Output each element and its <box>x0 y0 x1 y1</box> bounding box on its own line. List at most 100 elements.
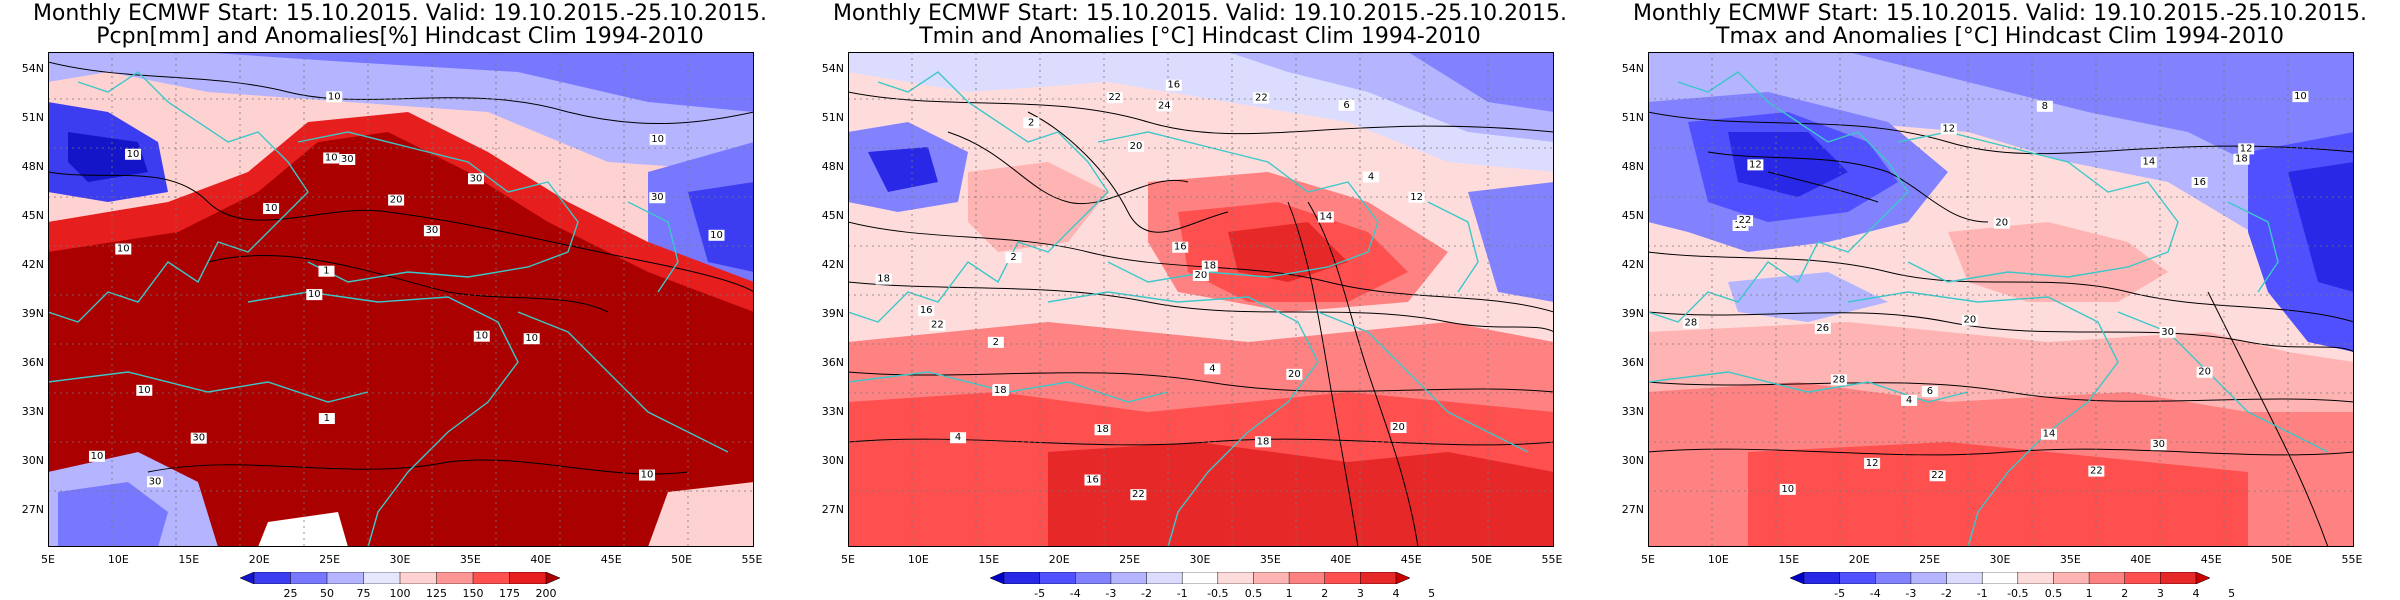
colorbar-segment <box>2017 572 2055 584</box>
longitude-label: 25E <box>319 553 341 566</box>
latitude-label: 54N <box>21 62 44 75</box>
contour-label: 18 <box>877 274 890 285</box>
longitude-label: 10E <box>107 553 129 566</box>
contour-label: 10 <box>710 230 723 241</box>
latitude-label: 42N <box>821 258 844 271</box>
colorbar-segment <box>1839 572 1877 584</box>
tmax-map: 4681012121012141612141820222226283030162… <box>1648 52 2354 547</box>
contour-label: 28 <box>1833 374 1846 385</box>
panel-title-line1: Monthly ECMWF Start: 15.10.2015. Valid: … <box>1632 1 2368 26</box>
contour-label: 22 <box>2090 466 2103 477</box>
longitude-label: 50E <box>2271 553 2293 566</box>
contour-label: 18 <box>1257 436 1270 447</box>
panel-title-line1: Monthly ECMWF Start: 15.10.2015. Valid: … <box>832 1 1568 26</box>
colorbar-segment <box>1075 572 1112 584</box>
latitude-label: 45N <box>1621 209 1644 222</box>
longitude-label: 30E <box>1189 553 1211 566</box>
longitude-label: 40E <box>1330 553 1352 566</box>
latitude-label: 33N <box>21 405 44 418</box>
colorbar-tick-label: 3 <box>1356 587 1364 600</box>
contour-label: 4 <box>955 432 961 443</box>
contour-label: 30 <box>426 225 439 236</box>
contour-label: 8 <box>2042 101 2048 112</box>
contour-label: 14 <box>2142 157 2155 168</box>
contour-label: 12 <box>1866 458 1879 469</box>
latitude-label: 39N <box>821 307 844 320</box>
contour-label: 10 <box>308 289 321 300</box>
contour-label: 30 <box>470 173 483 184</box>
colorbar-tick-label: 5 <box>1428 587 1436 600</box>
latitude-label: 42N <box>21 258 44 271</box>
colorbar-segment <box>1875 572 1912 584</box>
colorbar-segment <box>253 572 292 584</box>
contour-label: 4 <box>1209 363 1215 374</box>
contour-label: 12 <box>1749 159 1762 170</box>
colorbar-tick-label: 4 <box>2192 587 2200 600</box>
colorbar-tick-label: -2 <box>1941 587 1953 600</box>
contour-label: 10 <box>475 331 488 342</box>
panel-title-line2: Pcpn[mm] and Anomalies[%] Hindcast Clim … <box>96 24 704 49</box>
contour-label: 22 <box>1132 489 1145 500</box>
contour-label: 30 <box>149 476 162 487</box>
contour-label: 16 <box>1174 242 1187 253</box>
contour-label: 10 <box>1781 484 1794 495</box>
contour-label: 14 <box>1319 211 1332 222</box>
contour-label: 16 <box>1086 475 1099 486</box>
longitude-label: 55E <box>2341 553 2363 566</box>
longitude-label: 45E <box>1400 553 1422 566</box>
longitude-label: 40E <box>2130 553 2152 566</box>
longitude-label: 50E <box>1471 553 1493 566</box>
colorbar-segment <box>1039 572 1077 584</box>
colorbar-tick-label: 75 <box>356 587 371 600</box>
latitude-label: 27N <box>1621 503 1644 516</box>
precipitation-map: 10 10 10 10 30 30 10 20 10 10 10 30 30 30 10 10 10 10 10 30… <box>48 52 754 547</box>
contour-label: 10 <box>127 149 140 160</box>
contour-label: 10 <box>525 333 538 344</box>
colorbar-tick-label: 3 <box>2156 587 2164 600</box>
contour-label: 30 <box>2161 327 2174 338</box>
longitude-label: 55E <box>741 553 763 566</box>
latitude-label: 45N <box>21 209 44 222</box>
longitude-label: 15E <box>978 553 1000 566</box>
contour-label: 2 <box>1028 117 1034 128</box>
latitude-label: 48N <box>1621 160 1644 173</box>
latitude-label: 39N <box>21 307 44 320</box>
colorbar-tick-label: -2 <box>1141 587 1153 600</box>
colorbar-tick-label: 100 <box>389 587 411 600</box>
colorbar-tick-label: 1 <box>2085 587 2093 600</box>
contour-label: 1 <box>324 413 330 424</box>
colorbar-segment <box>1181 572 1219 584</box>
longitude-label: 10E <box>907 553 929 566</box>
longitude-label: 15E <box>178 553 200 566</box>
colorbar-segment <box>1910 572 1948 584</box>
latitude-label: 51N <box>1621 111 1644 124</box>
contour-label: 6 <box>1927 386 1933 397</box>
longitude-label: 35E <box>1259 553 1281 566</box>
latitude-label: 33N <box>1621 405 1644 418</box>
contour-label: 18 <box>1203 261 1216 272</box>
longitude-label: 25E <box>1119 553 1141 566</box>
colorbar-segment <box>2053 572 2090 584</box>
contour-label: 16 <box>920 305 933 316</box>
longitude-label: 50E <box>671 553 693 566</box>
colorbar-segment <box>2124 572 2162 584</box>
contour-label: 12 <box>1942 123 1955 134</box>
contour-label: 18 <box>994 385 1007 396</box>
longitude-label: 30E <box>1989 553 2011 566</box>
colorbar-tick-label: 0.5 <box>1244 587 1263 600</box>
longitude-label: 15E <box>1778 553 1800 566</box>
longitude-label: 20E <box>1848 553 1870 566</box>
colorbar-tick-label: 125 <box>426 587 447 600</box>
contour-label: 10 <box>325 153 338 164</box>
contour-label: 22 <box>931 320 944 331</box>
colorbar-segment <box>1803 572 1841 584</box>
contour-label: 14 <box>2043 429 2056 440</box>
colorbar-segment <box>1288 572 1326 584</box>
contour-label: 1 <box>323 266 329 277</box>
colorbar-segment <box>2195 572 2210 584</box>
colorbar <box>1790 572 2210 584</box>
longitude-label: 55E <box>1541 553 1563 566</box>
contour-label: 20 <box>1288 369 1301 380</box>
latitude-label: 42N <box>1621 258 1644 271</box>
contour-label: 12 <box>1410 192 1423 203</box>
